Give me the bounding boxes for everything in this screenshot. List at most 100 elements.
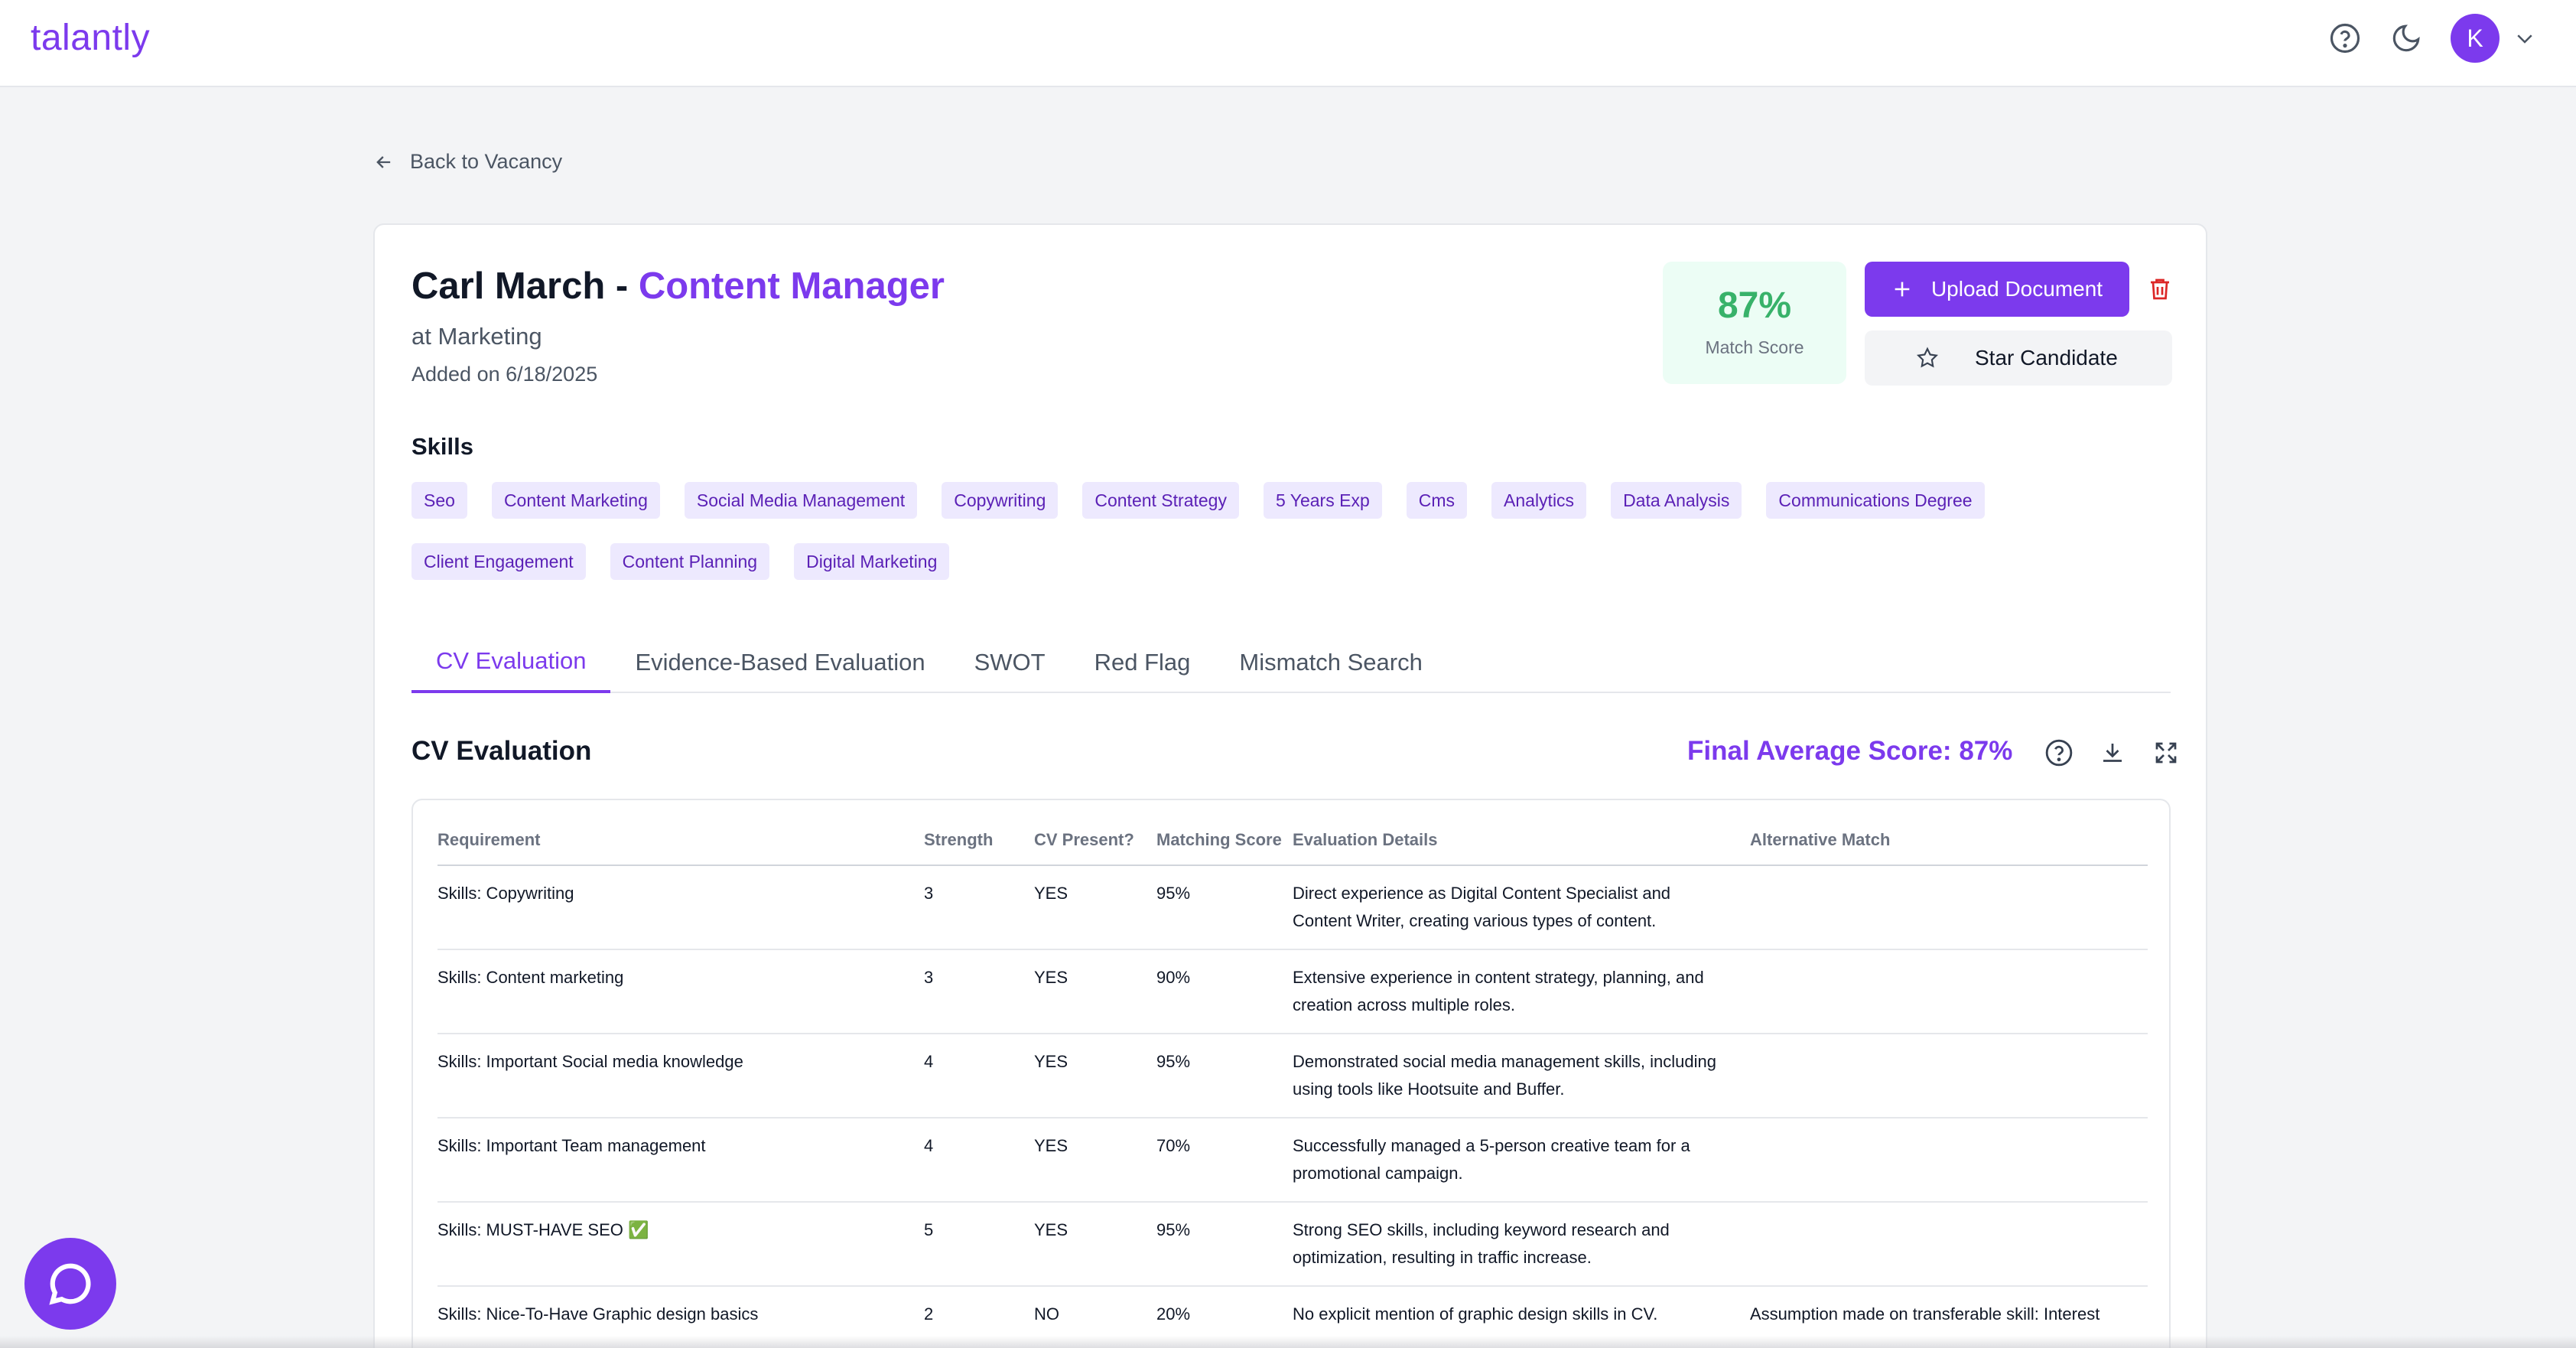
match-score-box: 87% Match Score [1663, 262, 1846, 384]
skill-chip: Client Engagement [411, 543, 586, 580]
bottom-shadow [0, 1336, 2576, 1348]
dark-mode-icon[interactable] [2389, 21, 2423, 55]
skill-chip: 5 Years Exp [1263, 482, 1382, 519]
strength-cell: 4 [924, 1118, 1034, 1203]
matching-score-cell: 95% [1156, 1202, 1293, 1287]
chat-support-button[interactable] [24, 1238, 116, 1330]
matching-score-cell: 70% [1156, 1118, 1293, 1203]
evaluation-details-cell: Demonstrated social media management ski… [1293, 1034, 1750, 1118]
alternative-match-cell [1750, 1202, 2148, 1287]
cv-present-cell: YES [1034, 949, 1156, 1034]
skill-chip: Cms [1406, 482, 1468, 519]
chevron-down-icon[interactable] [2512, 25, 2538, 51]
evaluation-table-container: Requirement Strength CV Present? Matchin… [411, 799, 2171, 1348]
cv-present-cell: YES [1034, 1202, 1156, 1287]
requirement-cell: Skills: Important Team management [437, 1118, 924, 1203]
skill-chip: Analytics [1491, 482, 1587, 519]
candidate-card: Carl March - Content Manager at Marketin… [373, 223, 2207, 1348]
candidate-name: Carl March - [411, 265, 639, 307]
requirement-cell: Skills: Important Social media knowledge [437, 1034, 924, 1118]
arrow-left-icon [376, 155, 391, 168]
skill-chip: Content Marketing [491, 482, 660, 519]
star-candidate-label: Star Candidate [1975, 346, 2118, 370]
skill-chip: Social Media Management [684, 482, 918, 519]
tab-evidence-based-evaluation[interactable]: Evidence-Based Evaluation [635, 649, 925, 676]
chat-icon [49, 1263, 91, 1305]
download-icon[interactable] [2096, 736, 2129, 770]
evaluation-details-cell: Strong SEO skills, including keyword res… [1293, 1202, 1750, 1287]
evaluation-details-cell: Successfully managed a 5-person creative… [1293, 1118, 1750, 1203]
cv-present-cell: YES [1034, 865, 1156, 950]
tab-cv-evaluation[interactable]: CV Evaluation [411, 632, 611, 693]
candidate-role: Content Manager [638, 265, 945, 307]
final-average-score: Final Average Score: 87% [1687, 736, 2013, 766]
trash-icon[interactable] [2143, 272, 2177, 306]
back-to-vacancy-link[interactable]: Back to Vacancy [373, 150, 562, 174]
match-score-value: 87% [1717, 285, 1792, 326]
strength-cell: 3 [924, 949, 1034, 1034]
column-header-alternative-match[interactable]: Alternative Match [1750, 826, 2148, 866]
evaluation-details-cell: Extensive experience in content strategy… [1293, 949, 1750, 1034]
star-icon [1916, 347, 1939, 368]
column-header-requirement[interactable]: Requirement [437, 826, 924, 866]
matching-score-cell: 95% [1156, 1034, 1293, 1118]
top-actions: K [2301, 14, 2538, 63]
user-avatar[interactable]: K [2451, 14, 2500, 63]
requirement-cell: Skills: MUST-HAVE SEO ✅ [437, 1202, 924, 1287]
table-row: Skills: MUST-HAVE SEO ✅ 5 YES 95% Strong SEO… [437, 1202, 2148, 1287]
matching-score-cell: 90% [1156, 949, 1293, 1034]
upload-document-button[interactable]: Upload Document [1865, 262, 2129, 317]
match-score-label: Match Score [1705, 337, 1804, 357]
candidate-department: at Marketing [411, 323, 542, 350]
tab-swot[interactable]: SWOT [974, 649, 1046, 676]
table-row: Skills: Copywriting 3 YES 95% Direct experie… [437, 865, 2148, 950]
skills-title: Skills [411, 433, 473, 460]
cv-present-cell: YES [1034, 1118, 1156, 1203]
requirement-cell: Skills: Content marketing [437, 949, 924, 1034]
help-icon[interactable] [2328, 21, 2362, 55]
skill-chip: Data Analysis [1611, 482, 1742, 519]
skill-chip: Digital Marketing [794, 543, 950, 580]
skill-chip: Copywriting [942, 482, 1059, 519]
alternative-match-cell [1750, 865, 2148, 950]
skill-chip: Communications Degree [1766, 482, 1985, 519]
table-row: Skills: Important Team management 4 YES 70%… [437, 1118, 2148, 1203]
table-header-row: Requirement Strength CV Present? Matchin… [437, 826, 2148, 866]
matching-score-cell: 95% [1156, 865, 1293, 950]
alternative-match-cell [1750, 1118, 2148, 1203]
candidate-heading: Carl March - Content Manager [411, 265, 945, 308]
column-header-strength[interactable]: Strength [924, 826, 1034, 866]
expand-icon[interactable] [2149, 736, 2183, 770]
tab-mismatch-search[interactable]: Mismatch Search [1239, 649, 1423, 676]
evaluation-tabs: CV Evaluation Evidence-Based Evaluation … [411, 632, 2171, 693]
candidate-added-date: Added on 6/18/2025 [411, 363, 598, 386]
section-actions [2022, 736, 2183, 770]
table-row: Skills: Important Social media knowledge… [437, 1034, 2148, 1118]
skills-list: Seo Content Marketing Social Media Manag… [411, 482, 2171, 604]
help-icon[interactable] [2042, 736, 2076, 770]
evaluation-details-cell: Direct experience as Digital Content Spe… [1293, 865, 1750, 950]
skill-chip: Content Planning [610, 543, 770, 580]
alternative-match-cell [1750, 1034, 2148, 1118]
column-header-matching-score[interactable]: Matching Score [1156, 826, 1293, 866]
alternative-match-cell [1750, 949, 2148, 1034]
table-row: Skills: Content marketing 3 YES 90% Extensiv… [437, 949, 2148, 1034]
app-logo[interactable]: talantly [31, 18, 151, 58]
cv-present-cell: YES [1034, 1034, 1156, 1118]
back-label: Back to Vacancy [410, 150, 563, 173]
tab-red-flag[interactable]: Red Flag [1094, 649, 1191, 676]
top-bar: talantly K [0, 0, 2576, 87]
upload-document-label: Upload Document [1930, 277, 2103, 301]
strength-cell: 3 [924, 865, 1034, 950]
plus-icon [1895, 282, 1910, 297]
column-header-evaluation-details[interactable]: Evaluation Details [1293, 826, 1750, 866]
star-candidate-button[interactable]: Star Candidate [1865, 330, 2172, 386]
column-header-cv-present[interactable]: CV Present? [1034, 826, 1156, 866]
evaluation-table: Requirement Strength CV Present? Matchin… [437, 826, 2148, 1348]
strength-cell: 4 [924, 1034, 1034, 1118]
skill-chip: Content Strategy [1082, 482, 1239, 519]
section-title: CV Evaluation [411, 736, 592, 766]
skill-chip: Seo [411, 482, 467, 519]
requirement-cell: Skills: Copywriting [437, 865, 924, 950]
strength-cell: 5 [924, 1202, 1034, 1287]
